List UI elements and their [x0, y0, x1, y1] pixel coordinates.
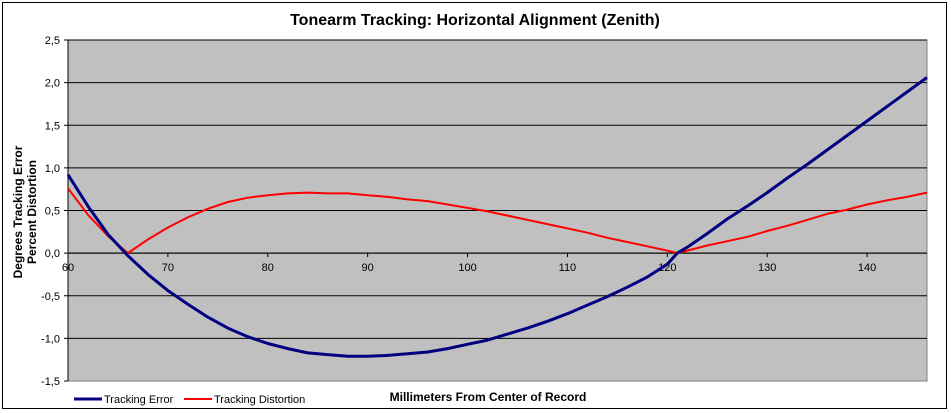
chart-title: Tonearm Tracking: Horizontal Alignment (…: [290, 12, 660, 29]
x-tick-label: 100: [458, 262, 476, 274]
y-axis-label-line-1: Degrees Tracking Error: [11, 145, 25, 278]
legend-label-tracking-error: Tracking Error: [104, 394, 174, 406]
x-tick-label: 70: [162, 262, 174, 274]
series-lines: [66, 76, 928, 358]
y-tick-labels: 2,5 2,0 1,5 1,0 0,5 0,0 -0,5 -1,0 -1,5: [41, 35, 60, 388]
x-tick-label: 110: [559, 262, 577, 274]
x-tick-label: 90: [362, 262, 374, 274]
x-tick-label: 60: [62, 262, 74, 274]
y-tick-label: 0,5: [45, 206, 60, 218]
legend: Tracking Error Tracking Distortion: [74, 394, 305, 406]
x-axis-label: Millimeters From Center of Record: [390, 390, 587, 404]
y-axis-label: Degrees Tracking Error Percent Distortio…: [11, 145, 39, 278]
y-tick-label: 2,5: [45, 35, 60, 47]
x-tick-label: 140: [858, 262, 876, 274]
y-tick-label: -0,5: [41, 291, 60, 303]
y-tick-label: 2,0: [45, 78, 60, 90]
legend-label-tracking-distortion: Tracking Distortion: [214, 394, 305, 406]
y-tick-label: 0,0: [45, 248, 60, 260]
y-tick-label: -1,0: [41, 333, 60, 345]
series-line-tracking-error: [66, 76, 928, 358]
y-tick-label: 1,5: [45, 120, 60, 132]
y-axis-label-line-2: Percent Distortion: [25, 160, 39, 264]
x-tick-label: 80: [262, 262, 274, 274]
y-tick-label: -1,5: [41, 376, 60, 388]
axes: [64, 39, 927, 382]
x-tick-label: 120: [658, 262, 676, 274]
series-line-tracking-distortion: [67, 187, 928, 255]
x-tick-labels: 60 70 80 90 100 110 120 130 140: [62, 262, 876, 274]
x-tick-label: 130: [758, 262, 776, 274]
y-tick-label: 1,0: [45, 163, 60, 175]
